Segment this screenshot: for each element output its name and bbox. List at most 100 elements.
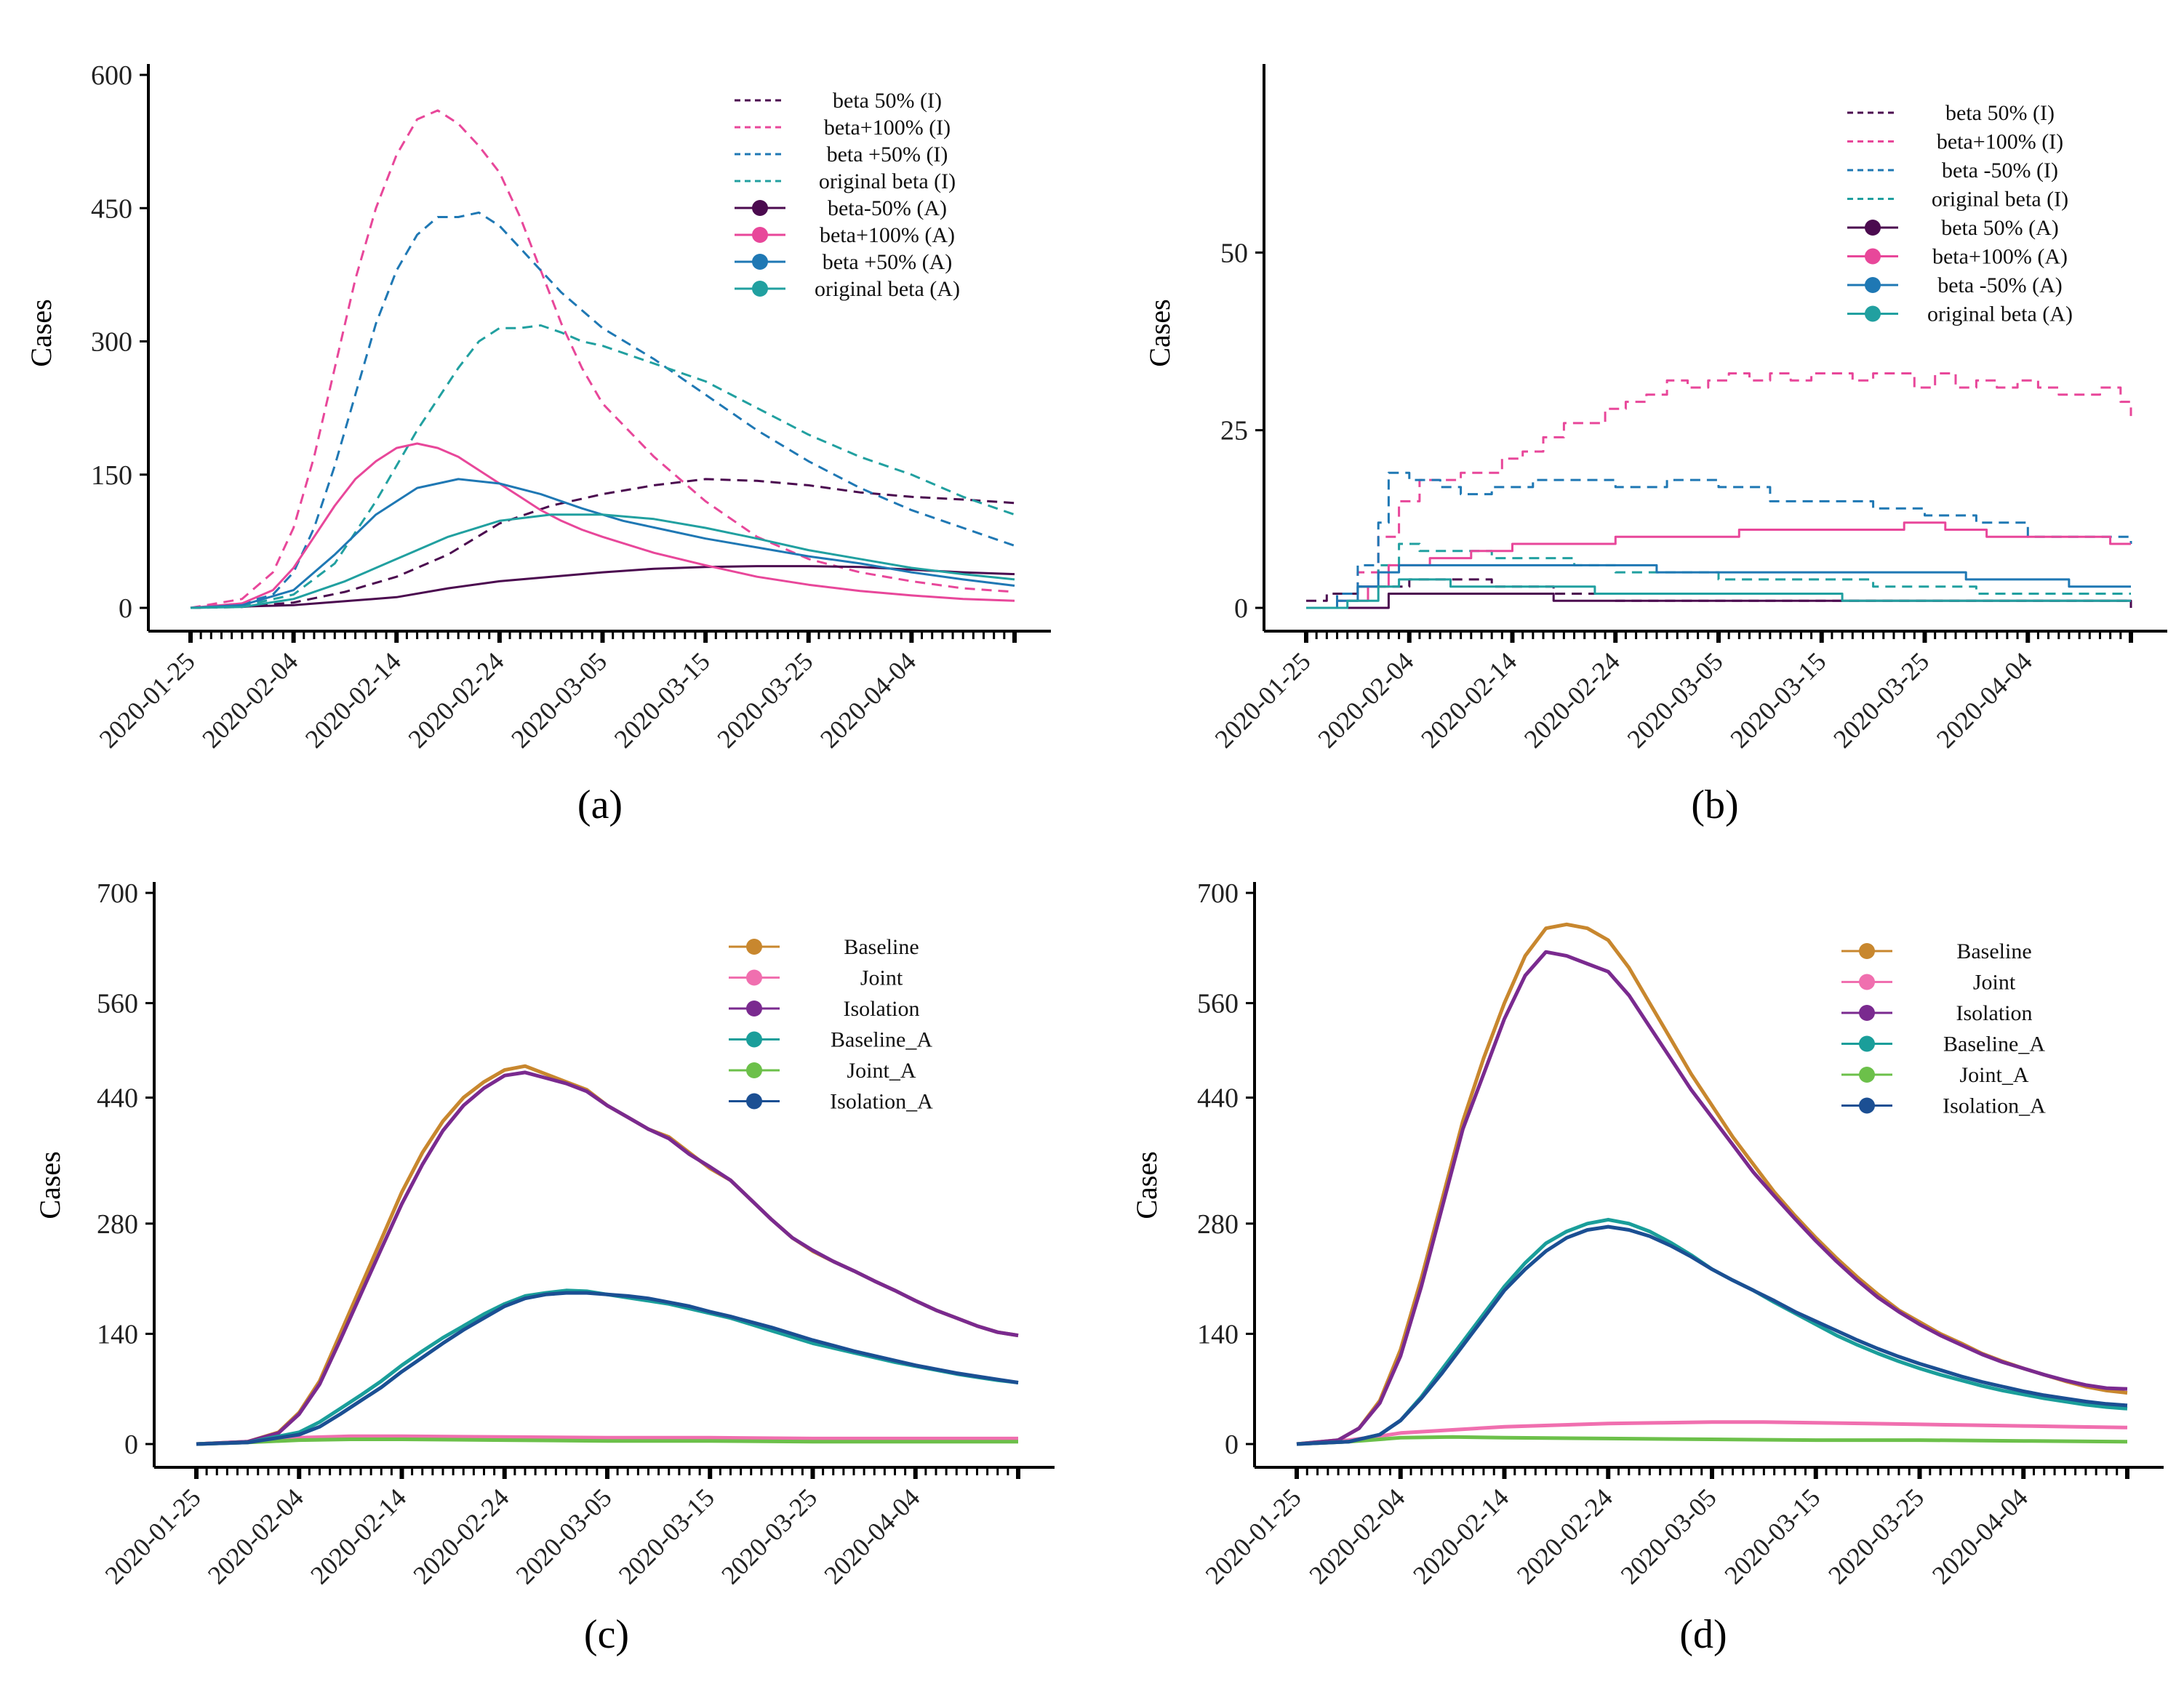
legend-key-dot <box>1859 1005 1875 1021</box>
x-tick-label: 2020-03-25 <box>1823 1483 1929 1589</box>
legend-label: original beta (I) <box>1932 188 2068 212</box>
legend-label: Baseline <box>844 935 919 959</box>
y-tick-label: 50 <box>1220 238 1248 268</box>
y-tick-label: 0 <box>1234 593 1248 624</box>
legend-label: Isolation <box>844 997 920 1021</box>
series-line-beta-100-a- <box>1306 521 2131 609</box>
series-line-beta-50-i- <box>190 211 1015 609</box>
y-tick-label: 140 <box>97 1319 138 1350</box>
x-tick-label: 2020-03-05 <box>1615 1483 1722 1589</box>
x-tick-label: 2020-03-15 <box>1724 646 1831 753</box>
y-tick-label: 700 <box>97 878 138 909</box>
x-tick-label: 2020-03-15 <box>609 646 716 753</box>
y-axis-title: Cases <box>1143 299 1176 366</box>
legend-key-dot <box>1859 1035 1875 1052</box>
panel-label: (b) <box>1691 782 1738 827</box>
legend-label: beta +50% (A) <box>823 250 953 274</box>
legend-key-dot <box>1859 974 1875 990</box>
x-tick-label: 2020-02-04 <box>1303 1483 1410 1589</box>
y-tick-label: 700 <box>1197 878 1239 909</box>
legend-key-dot <box>746 1001 762 1017</box>
x-tick-label: 2020-01-25 <box>1200 1483 1307 1589</box>
legend-label: beta-50% (A) <box>828 196 947 220</box>
x-tick-label: 2020-03-05 <box>511 1483 617 1589</box>
y-tick-label: 440 <box>97 1083 138 1114</box>
series-line-baseline-a <box>196 1288 1019 1446</box>
series-line-beta-100-i- <box>1306 372 2132 609</box>
x-tick-label: 2020-02-04 <box>196 646 303 753</box>
legend: beta 50% (I)beta+100% (I)beta +50% (I)or… <box>735 89 960 301</box>
legend-key-dot <box>746 1093 762 1110</box>
legend-key-dot <box>746 1062 762 1078</box>
series-line-joint-a <box>196 1438 1018 1446</box>
y-axis-title: Cases <box>25 299 57 366</box>
series-line-original-beta-a- <box>190 513 1015 609</box>
legend-label: Joint <box>1973 971 2016 995</box>
legend-label: Joint <box>860 966 903 990</box>
series-line-joint-a <box>1296 1435 2128 1446</box>
x-tick-label: 2020-03-25 <box>716 1483 823 1589</box>
legend-key-dot <box>752 281 768 297</box>
y-tick-label: 0 <box>119 593 132 624</box>
legend-label: original beta (I) <box>819 169 956 193</box>
panel-label: (c) <box>584 1612 629 1657</box>
legend-label: Isolation_A <box>830 1090 933 1114</box>
series-line-beta-50-i- <box>1306 578 2131 602</box>
legend-label: Baseline <box>1956 939 2031 963</box>
series-line-original-beta-a- <box>1306 578 2131 609</box>
x-tick-label: 2020-01-25 <box>94 646 201 753</box>
series-line-original-beta-i- <box>190 324 1015 609</box>
legend: Baseline Joint Isolation Baseline_A Joint_A I… <box>1841 939 2046 1118</box>
x-tick-label: 2020-02-14 <box>305 1483 412 1589</box>
x-tick-label: 2020-04-04 <box>818 1483 925 1589</box>
series-line-joint <box>1296 1420 2128 1446</box>
y-tick-label: 280 <box>97 1209 138 1240</box>
y-tick-label: 0 <box>124 1430 138 1460</box>
legend-label: original beta (A) <box>815 277 960 301</box>
legend-label: beta -50% (I) <box>1942 159 2058 183</box>
y-tick-label: 560 <box>97 989 138 1019</box>
legend-label: beta+100% (I) <box>824 116 951 140</box>
legend-key-dot <box>1865 277 1881 293</box>
legend: Baseline Joint Isolation Baseline_A Joint_A I… <box>729 935 933 1114</box>
series-line-beta-100-a- <box>190 442 1015 609</box>
legend-key-dot <box>1859 1097 1875 1114</box>
legend-label: beta -50% (A) <box>1937 273 2063 297</box>
legend-key-dot <box>1859 1067 1875 1083</box>
y-tick-label: 140 <box>1197 1319 1239 1350</box>
x-tick-label: 2020-03-15 <box>1719 1483 1825 1589</box>
legend-key-dot <box>1865 305 1881 322</box>
y-tick-label: 600 <box>91 60 132 91</box>
legend-label: beta 50% (I) <box>1945 101 2055 125</box>
x-tick-label: 2020-03-25 <box>711 646 818 753</box>
legend-label: beta+100% (A) <box>1932 245 2068 269</box>
legend-label: Baseline_A <box>831 1028 932 1052</box>
x-tick-label: 2020-03-05 <box>1622 646 1729 753</box>
series-line-joint <box>196 1434 1018 1446</box>
x-tick-label: 2020-04-04 <box>815 646 921 753</box>
y-tick-label: 560 <box>1197 989 1239 1019</box>
chart-panel-3: 01402804405607002020-01-252020-02-042020… <box>33 878 1055 1657</box>
legend-label: beta 50% (A) <box>1941 216 2059 240</box>
x-tick-label: 2020-02-24 <box>407 1483 514 1589</box>
legend-label: beta+100% (I) <box>1937 130 2063 154</box>
x-tick-label: 2020-01-25 <box>1209 646 1316 753</box>
series-line-baseline-a <box>1296 1217 2128 1446</box>
series-line-beta-50-a- <box>190 478 1015 609</box>
legend-key-dot <box>1859 943 1875 959</box>
chart-panel-1: 01503004506002020-01-252020-02-042020-02… <box>25 60 1051 827</box>
legend-label: original beta (A) <box>1927 302 2073 326</box>
panel-label: (a) <box>577 782 623 827</box>
series-line-beta-50-a- <box>1306 564 2131 609</box>
legend-label: beta +50% (I) <box>827 143 948 167</box>
x-tick-label: 2020-03-25 <box>1828 646 1935 753</box>
y-axis-title: Cases <box>1130 1151 1163 1219</box>
legend-key-dot <box>752 200 768 216</box>
legend-label: Joint_A <box>1959 1063 2028 1087</box>
series-line-beta-50-i- <box>190 478 1015 609</box>
legend-label: beta+100% (A) <box>820 223 955 247</box>
x-tick-label: 2020-02-14 <box>300 646 407 753</box>
x-tick-label: 2020-02-24 <box>1511 1483 1618 1589</box>
y-tick-label: 440 <box>1197 1083 1239 1114</box>
legend-label: beta 50% (I) <box>833 89 942 113</box>
